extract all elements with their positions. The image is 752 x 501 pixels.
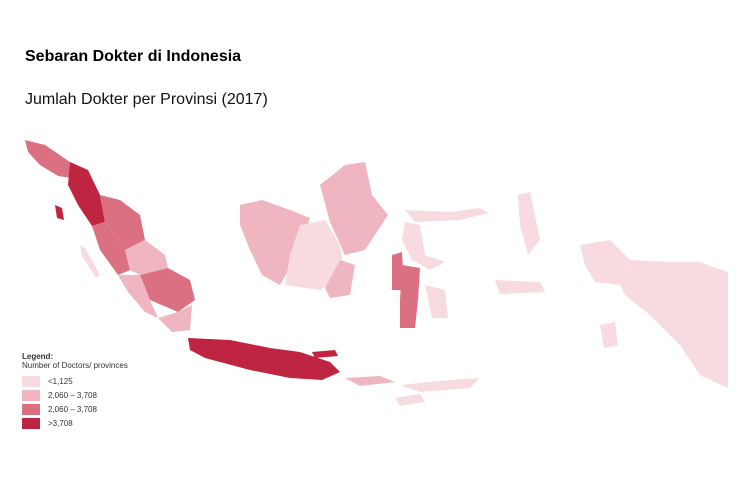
region-maluku-south [600, 322, 618, 348]
region-nias [55, 205, 64, 220]
region-north-sumatra [68, 162, 105, 226]
legend-swatch [22, 390, 40, 401]
legend-item: 2,060 – 3,708 [22, 404, 128, 415]
legend-item: 2,060 – 3,708 [22, 390, 128, 401]
region-central-kalimantan [285, 220, 345, 290]
region-north-maluku [518, 192, 540, 255]
region-west-sumatra [92, 222, 130, 275]
region-timor [395, 394, 425, 406]
region-west-sulawesi [392, 252, 404, 290]
region-jambi [125, 240, 168, 275]
region-south-sumatra [140, 268, 195, 312]
region-madura [312, 350, 338, 358]
region-aceh [25, 140, 72, 178]
region-maluku [495, 280, 545, 294]
legend: Legend: Number of Doctors/ provinces <1,… [22, 352, 128, 429]
legend-swatch [22, 418, 40, 429]
region-central-sulawesi [402, 222, 445, 270]
legend-swatch [22, 376, 40, 387]
region-java [188, 338, 340, 380]
region-riau [100, 195, 145, 250]
region-west-kalimantan [240, 200, 310, 285]
region-papua [620, 260, 728, 388]
legend-label: >3,708 [48, 419, 73, 428]
region-north-sulawesi [405, 208, 488, 222]
region-south-kalimantan [325, 260, 355, 298]
region-ntt [400, 378, 480, 392]
legend-subtitle: Number of Doctors/ provinces [22, 361, 128, 370]
map-subtitle: Jumlah Dokter per Provinsi (2017) [25, 91, 268, 108]
region-lampung [158, 305, 192, 332]
region-southeast-sulawesi [425, 285, 448, 318]
region-bali-ntb [345, 376, 395, 386]
legend-label: <1,125 [48, 377, 73, 386]
region-south-sulawesi [400, 265, 420, 328]
legend-title: Legend: [22, 352, 54, 361]
map-title: Sebaran Dokter di Indonesia [25, 48, 242, 65]
legend-label: 2,060 – 3,708 [48, 391, 97, 400]
legend-label: 2,060 – 3,708 [48, 405, 97, 414]
region-bengkulu [118, 275, 158, 318]
region-west-papua [580, 240, 630, 285]
legend-swatch [22, 404, 40, 415]
legend-item: <1,125 [22, 376, 128, 387]
region-mentawai [80, 245, 100, 278]
legend-item: >3,708 [22, 418, 128, 429]
region-east-kalimantan [320, 162, 388, 255]
